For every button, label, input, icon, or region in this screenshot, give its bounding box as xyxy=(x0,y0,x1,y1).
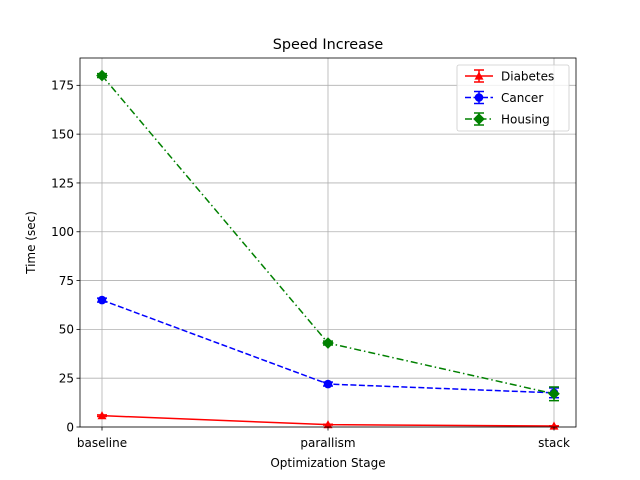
y-tick-label: 100 xyxy=(51,225,74,239)
diabetes-marker xyxy=(323,420,333,429)
diabetes-legend-label: Diabetes xyxy=(501,69,554,83)
y-axis-title: Time (sec) xyxy=(24,211,38,275)
chart-title: Speed Increase xyxy=(273,37,384,53)
grid xyxy=(80,58,576,428)
y-tick-label: 25 xyxy=(59,371,74,385)
y-tick-label: 125 xyxy=(51,176,74,190)
diabetes-marker xyxy=(97,411,107,420)
housing-marker xyxy=(548,388,560,400)
legend-box xyxy=(456,64,570,132)
housing-marker xyxy=(322,337,334,349)
x-tick-label: stack xyxy=(538,436,570,450)
legend: Diabetes Cancer Housing xyxy=(456,64,570,132)
housing-marker xyxy=(473,113,485,125)
x-tick-label: baseline xyxy=(77,436,127,450)
x-axis-title: Optimization Stage xyxy=(270,456,385,470)
x-tick-label: parallism xyxy=(300,436,355,450)
series-layer xyxy=(96,69,560,430)
y-tick-label: 0 xyxy=(66,420,74,434)
cancer-marker xyxy=(97,295,107,305)
cancer-legend-label: Cancer xyxy=(501,91,543,105)
housing-series xyxy=(96,69,560,402)
y-tick-label: 75 xyxy=(59,274,74,288)
axis-ticks: 0 25 50 75 100 125 150 175 baseline parallism stac… xyxy=(51,79,570,450)
diabetes-series xyxy=(97,411,559,430)
y-tick-label: 150 xyxy=(51,127,74,141)
diabetes-marker xyxy=(474,71,484,80)
housing-marker xyxy=(96,69,108,82)
diabetes-marker xyxy=(549,421,559,430)
housing-legend-label: Housing xyxy=(501,112,550,126)
cancer-marker xyxy=(323,379,333,389)
cancer-marker xyxy=(474,93,484,102)
y-tick-label: 50 xyxy=(59,323,74,337)
y-tick-label: 175 xyxy=(51,79,74,93)
